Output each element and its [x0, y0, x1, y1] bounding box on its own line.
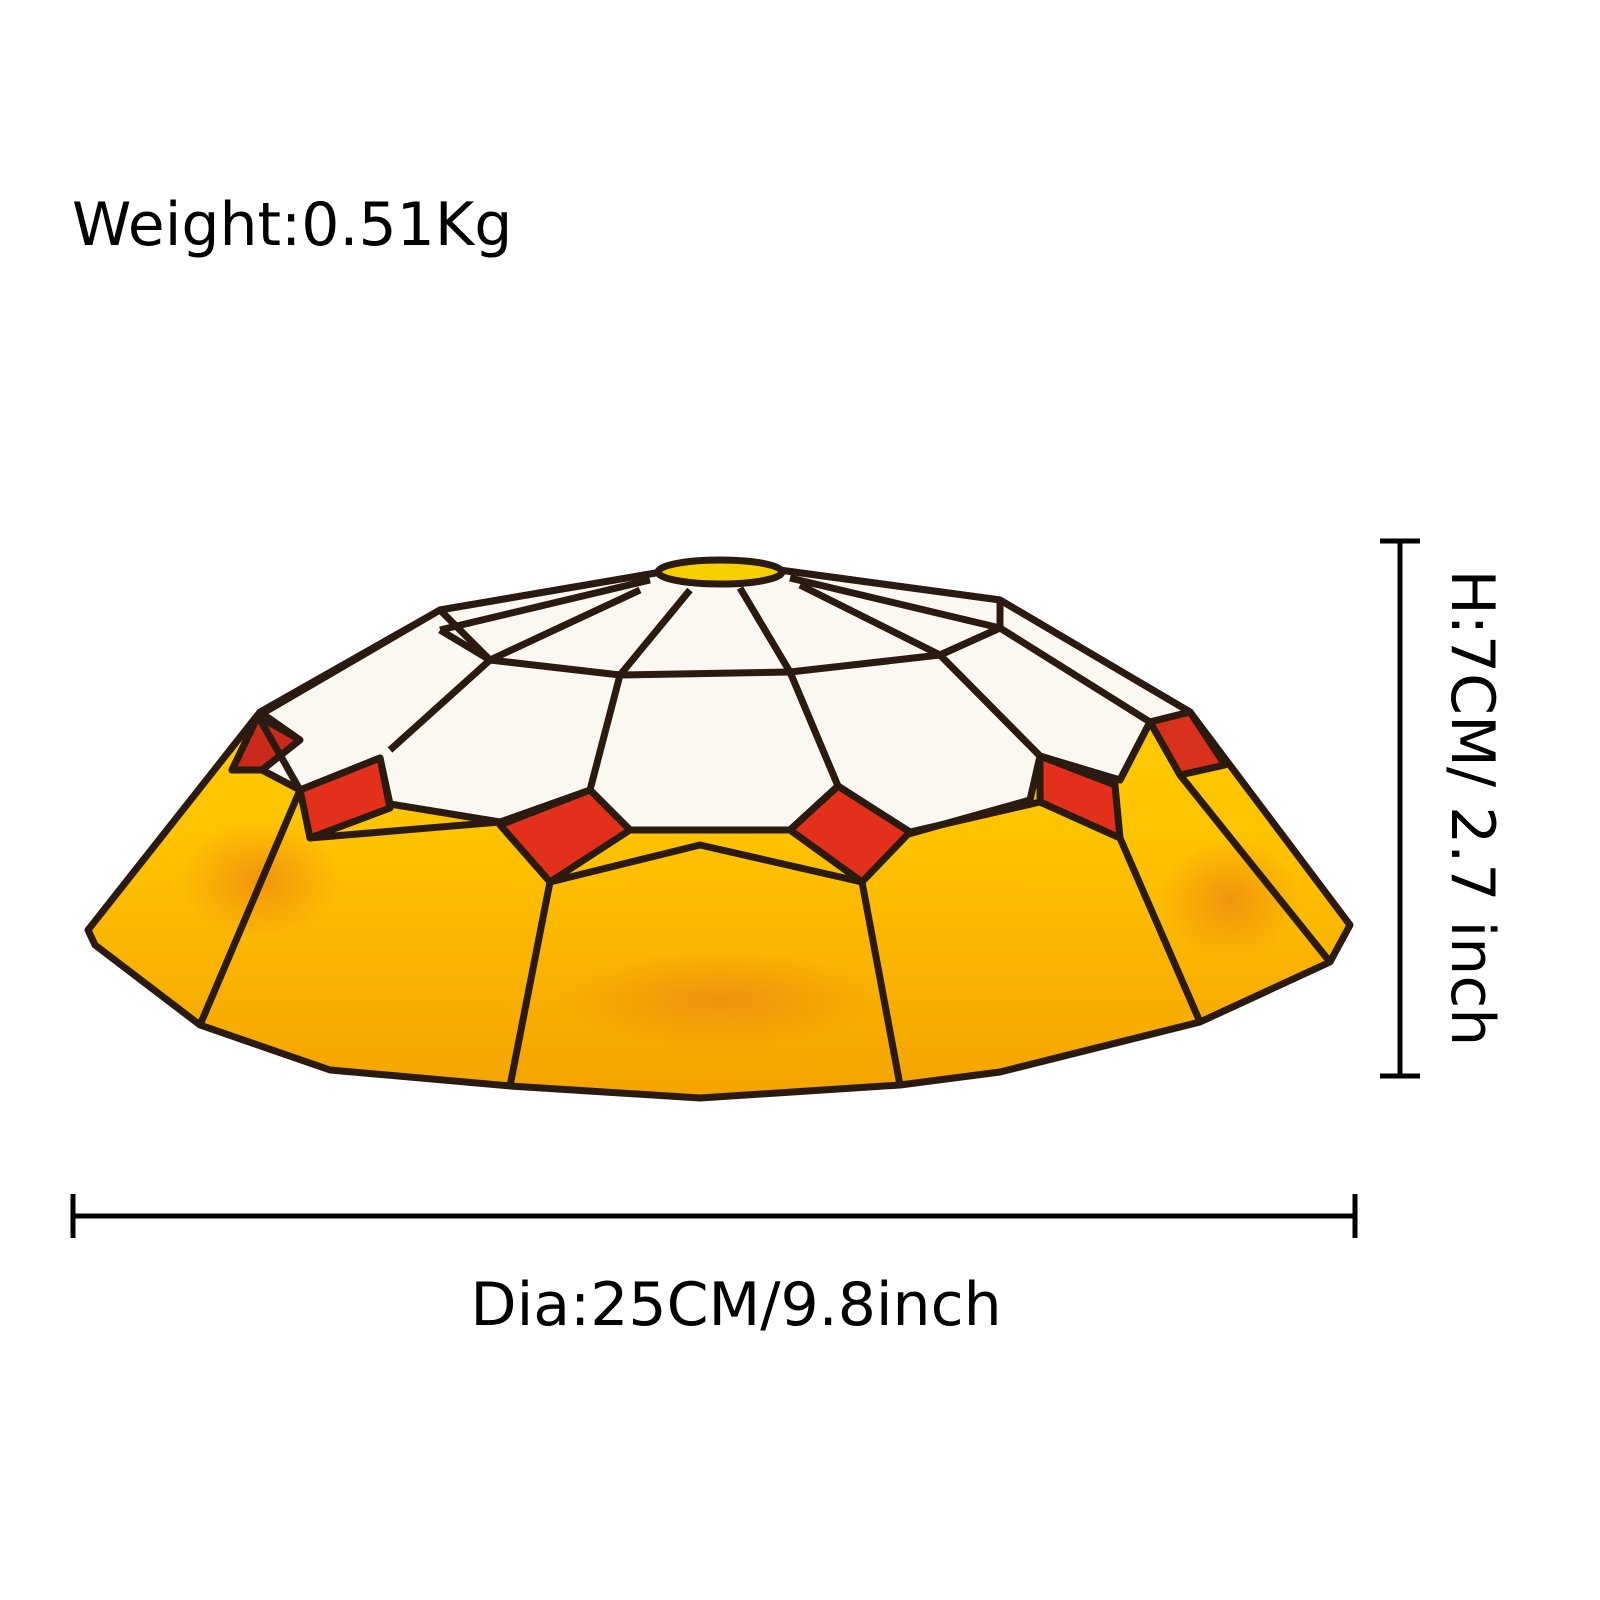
diameter-label: Dia:25CM/9.8inch: [470, 1270, 1001, 1340]
lamp-shade: [84, 556, 1354, 1102]
height-dimension: [1380, 538, 1420, 1079]
diameter-dimension: [70, 1194, 1358, 1238]
weight-label: Weight:0.51Kg: [72, 190, 512, 260]
height-label: H:7CM/ 2.7 inch: [1437, 570, 1507, 1047]
